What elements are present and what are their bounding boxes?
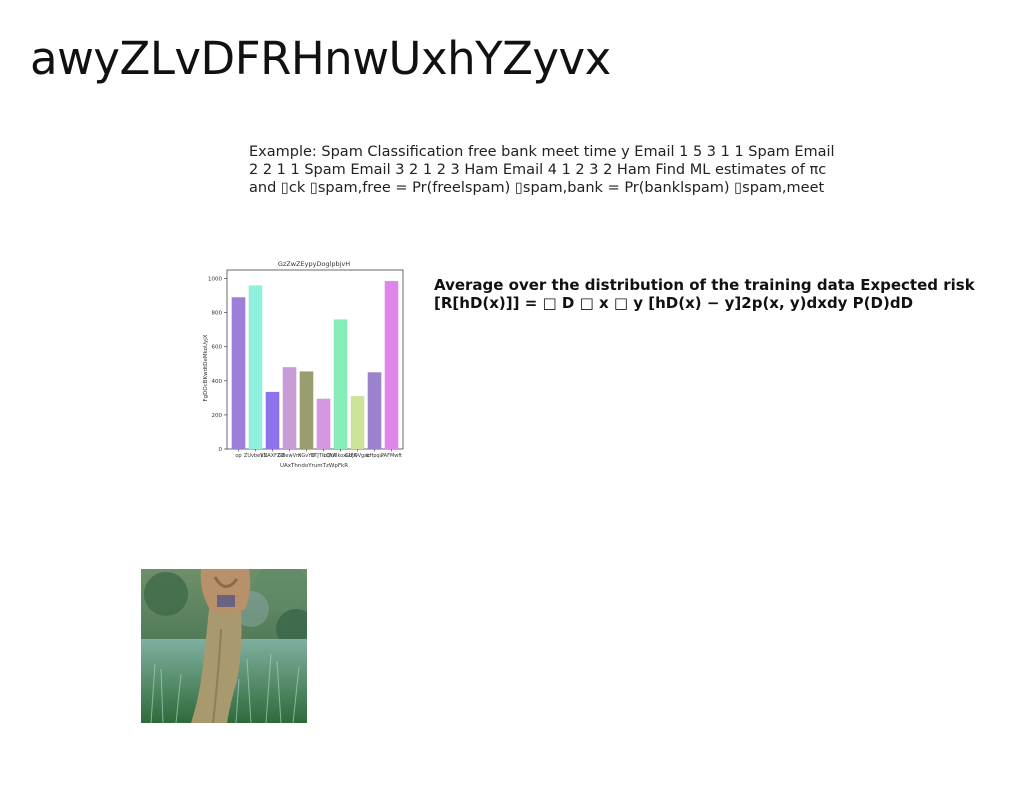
y-tick-label: 800	[212, 311, 223, 317]
x-tick-label: kNAXFZO	[261, 453, 285, 459]
chart-frame	[226, 269, 404, 450]
x-tick-label: op	[235, 453, 241, 459]
bar-bHpqu	[367, 372, 382, 449]
y-tick-label: 0	[219, 447, 223, 453]
x-tick-label: nDufIkoxLbjA	[324, 453, 357, 459]
x-tick-label: PAFMwft	[381, 453, 402, 459]
person-trousers	[191, 609, 242, 723]
bar-PAFMwft	[384, 281, 399, 449]
y-tick-label: 400	[212, 379, 223, 385]
bar-chart: GzZwZEypyDoglpbjvH FgDOcBKwdtDeMkoUyjX U…	[197, 254, 409, 472]
x-tick-label: ZUvbeVC	[244, 453, 268, 459]
bar-GBewVm	[282, 367, 297, 449]
y-tick-label: 200	[212, 413, 223, 419]
chart-title: GzZwZEypyDoglpbjvH	[278, 260, 350, 268]
bar-BTjTILQYA	[316, 398, 331, 449]
slide-title: awyZLvDFRHnwUxhYZyvx	[30, 32, 611, 85]
spam-example-text: Example: Spam Classification free bank m…	[249, 144, 835, 196]
bar-GtFOVgac	[350, 396, 365, 449]
y-tick-label: 1000	[208, 277, 222, 283]
x-tick-label: bHpqu	[366, 453, 382, 459]
bar-nDufIkoxLbjA	[333, 319, 348, 449]
bar-op	[231, 297, 246, 449]
x-tick-label: BTjTILQYA	[311, 453, 337, 459]
x-tick-label: XGvYU	[298, 453, 315, 459]
bar-ZUvbeVC	[248, 285, 263, 449]
chart-xlabel: UAxThndoYrumTzWpFkR	[280, 463, 348, 469]
meadow-photo	[141, 569, 307, 723]
expected-risk-text: Average over the distribution of the tra…	[434, 276, 975, 312]
y-tick-label: 600	[212, 345, 223, 351]
bar-kNAXFZO	[265, 391, 280, 449]
x-tick-label: GtFOVgac	[345, 453, 370, 459]
chart-ylabel: FgDOcBKwdtDeMkoUyjX	[203, 334, 209, 401]
bar-XGvYU	[299, 371, 314, 449]
x-tick-label: GBewVm	[278, 453, 301, 459]
